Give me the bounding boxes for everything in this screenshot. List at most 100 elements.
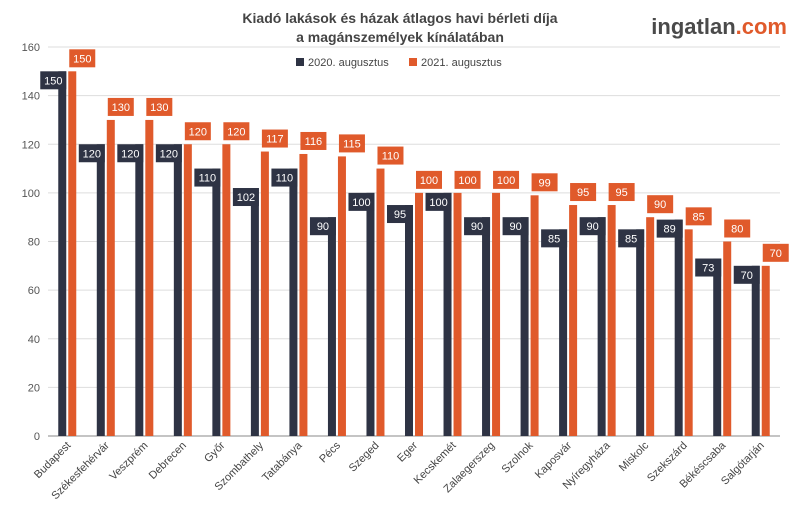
bar-2020 <box>559 229 568 436</box>
data-label-2021: 95 <box>577 187 589 199</box>
data-label-2020: 120 <box>83 148 101 160</box>
x-tick-label: Szeged <box>347 440 382 475</box>
data-label-2021: 100 <box>497 175 515 187</box>
data-label-2021: 99 <box>538 177 550 189</box>
data-label-box-2020 <box>464 217 491 236</box>
y-tick-label: 80 <box>28 237 40 249</box>
data-label-2021: 130 <box>112 102 130 114</box>
x-tick-label: Tatabánya <box>260 439 305 484</box>
data-label-box-2021 <box>261 129 288 148</box>
data-label-box-2020 <box>425 192 452 211</box>
data-label-2020: 100 <box>429 197 447 209</box>
bar-2020 <box>58 71 67 436</box>
data-label-2020: 120 <box>121 148 139 160</box>
svg-text:ingatlan.com: ingatlan.com <box>651 14 787 39</box>
data-label-box-2021 <box>184 122 211 141</box>
x-tick-label: Veszprém <box>107 440 150 483</box>
data-label-2020: 120 <box>160 148 178 160</box>
data-label-box-2021 <box>647 195 674 214</box>
data-label-box-2021 <box>377 146 404 165</box>
data-label-2020: 89 <box>664 224 676 236</box>
data-label-box-2020 <box>502 217 529 236</box>
bar-2021 <box>492 192 501 436</box>
bar-2021 <box>453 192 462 436</box>
data-label-2021: 110 <box>382 151 400 163</box>
y-tick-label: 120 <box>22 139 40 151</box>
bar-2021 <box>183 144 192 436</box>
y-axis: 0 20 40 60 80 100 120 140 160 <box>22 42 40 443</box>
data-label-box-2021 <box>146 97 173 116</box>
x-tick-label: Debrecen <box>147 440 189 482</box>
y-tick-label: 60 <box>28 285 40 297</box>
data-label-box-2020 <box>309 217 336 236</box>
data-label-2021: 85 <box>693 211 705 223</box>
legend-swatch-2021 <box>409 58 417 66</box>
bar-2020 <box>250 188 259 436</box>
data-label-box-2020 <box>695 258 722 277</box>
bar-2021 <box>569 205 578 436</box>
bar-2021 <box>723 241 732 436</box>
bar-2021 <box>68 71 77 436</box>
y-tick-label: 100 <box>22 188 40 200</box>
bar-2020 <box>405 205 413 436</box>
bar-2021 <box>415 192 423 436</box>
data-label-box-2021 <box>223 122 250 141</box>
chart-title-line-2: a magánszemélyek kínálatában <box>296 29 504 45</box>
data-label-box-2020 <box>232 188 259 207</box>
data-label-2021: 120 <box>227 126 245 138</box>
bar-2021 <box>761 265 770 436</box>
data-label-box-2021 <box>338 134 365 153</box>
bar-2020 <box>366 192 375 436</box>
data-label-box-2021 <box>724 219 751 238</box>
data-label-2020: 95 <box>394 209 406 221</box>
data-label-box-2020 <box>117 144 144 163</box>
y-tick-label: 140 <box>22 91 40 103</box>
bar-2020 <box>674 219 683 436</box>
bar-2021 <box>106 119 115 436</box>
bar-2020 <box>135 144 144 436</box>
bar-2021 <box>260 151 269 436</box>
data-label-2021: 116 <box>305 136 323 148</box>
data-label-2021: 120 <box>189 126 207 138</box>
chart-title-line-1: Kiadó lakások és házak átlagos havi bérl… <box>242 10 557 26</box>
data-label-box-2020 <box>656 219 683 238</box>
x-tick-label: Miskolc <box>617 439 652 474</box>
data-label-2021: 130 <box>150 102 168 114</box>
bar-2021 <box>684 229 693 436</box>
bar-2020 <box>597 217 606 436</box>
brand-tld: .com <box>736 14 787 39</box>
data-label-2020: 85 <box>548 233 560 245</box>
data-label-box-2020 <box>541 229 568 248</box>
x-tick-label: Eger <box>395 439 420 464</box>
legend-swatch-2020 <box>296 58 304 66</box>
data-label-2020: 100 <box>352 197 370 209</box>
legend: 2020. augusztus 2021. augusztus <box>296 57 502 69</box>
data-label-box-2020 <box>387 205 413 224</box>
data-label-box-2020 <box>40 71 67 90</box>
data-label-2020: 150 <box>44 75 62 87</box>
data-label-2020: 90 <box>317 221 329 233</box>
bar-2020 <box>327 217 336 436</box>
brand-name: ingatlan <box>651 14 735 39</box>
data-label-2020: 102 <box>237 192 255 204</box>
bar-2021 <box>337 156 346 436</box>
data-label-box-2021 <box>416 170 442 189</box>
data-label-box-2021 <box>685 207 712 226</box>
bars <box>58 71 770 436</box>
data-label-box-2021 <box>570 183 597 202</box>
bar-2020 <box>289 168 298 436</box>
data-label-2021: 117 <box>266 134 284 146</box>
bar-2021 <box>530 195 539 436</box>
data-labels: 150 150 120 130 120 130 120 120 110 120 102 117 110 1… <box>40 49 789 284</box>
data-label-2020: 90 <box>509 221 521 233</box>
data-label-box-2021 <box>762 243 789 262</box>
data-label-2021: 95 <box>616 187 628 199</box>
data-label-box-2021 <box>454 170 481 189</box>
data-label-box-2020 <box>78 144 105 163</box>
data-label-2021: 100 <box>458 175 476 187</box>
bar-2020 <box>713 258 722 436</box>
brand-logo: ingatlan.com <box>651 14 787 39</box>
data-label-box-2020 <box>194 168 221 187</box>
bar-2020 <box>443 192 452 436</box>
bar-2020 <box>520 217 529 436</box>
